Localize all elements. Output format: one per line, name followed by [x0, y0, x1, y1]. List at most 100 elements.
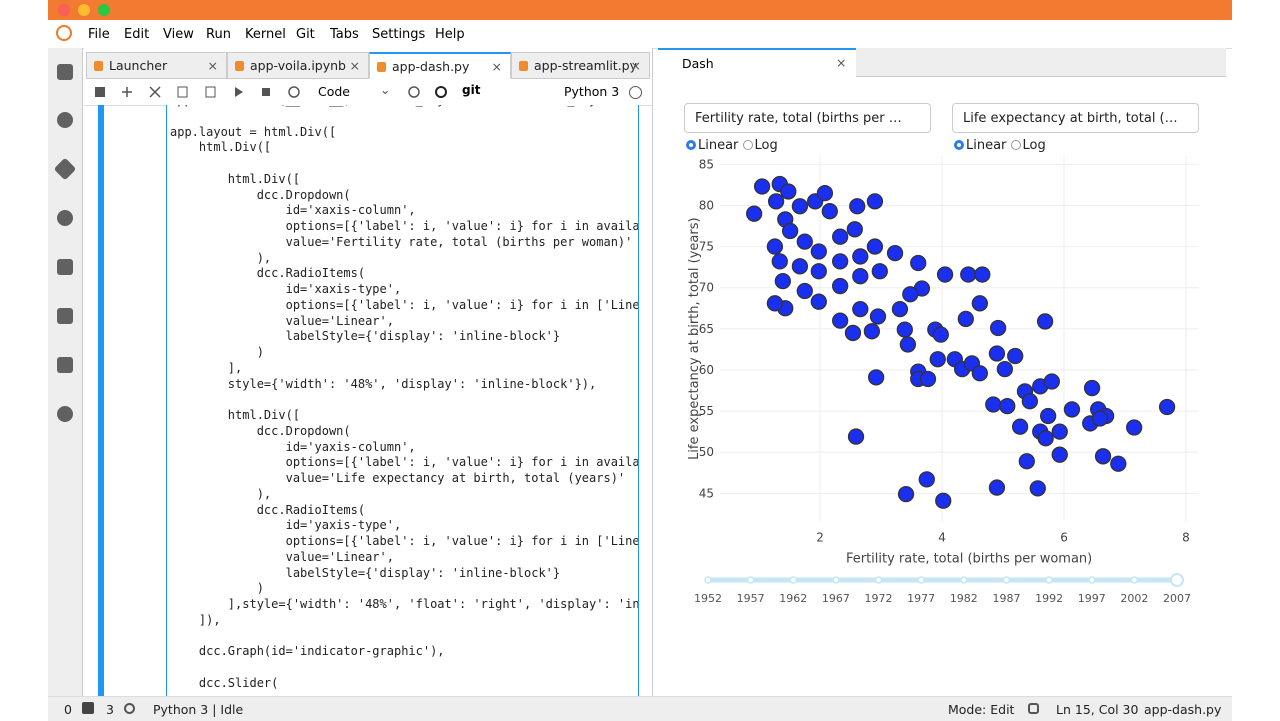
tab-close[interactable]: ×	[491, 59, 502, 74]
cut-icon[interactable]	[149, 86, 161, 98]
running-icon[interactable]	[57, 112, 73, 128]
menu-item[interactable]: Settings	[372, 27, 426, 42]
data-point[interactable]	[767, 193, 785, 210]
data-point[interactable]	[999, 397, 1016, 415]
data-point[interactable]	[896, 321, 913, 338]
data-point[interactable]	[1043, 373, 1060, 390]
data-point[interactable]	[753, 178, 771, 195]
radio-button[interactable]	[686, 140, 696, 150]
data-point[interactable]	[867, 369, 885, 386]
data-point[interactable]	[897, 486, 915, 503]
data-point[interactable]	[988, 345, 1006, 362]
menu-item[interactable]: Kernel	[245, 27, 286, 42]
save-icon[interactable]	[95, 87, 105, 97]
data-point[interactable]	[1040, 407, 1057, 425]
data-point[interactable]	[899, 336, 917, 353]
data-point[interactable]	[910, 254, 927, 272]
data-point[interactable]	[1158, 398, 1176, 416]
menu-item[interactable]: Run	[206, 27, 231, 42]
extension-icon[interactable]	[57, 259, 73, 275]
data-point[interactable]	[832, 277, 849, 295]
slider-handle[interactable]	[1170, 573, 1184, 587]
search-icon[interactable]	[57, 406, 73, 422]
y-dropdown[interactable]: Life expectancy at birth, total (years)	[952, 103, 1199, 133]
data-point[interactable]	[796, 233, 813, 250]
code-editor[interactable]: app = dash.Dash(__name__, external_style…	[166, 105, 639, 697]
data-point[interactable]	[810, 243, 827, 260]
git-button[interactable]: git	[462, 83, 481, 97]
data-point[interactable]	[766, 295, 784, 312]
radio-label[interactable]: Log	[754, 138, 778, 153]
editor-tab[interactable]: Launcher ×	[86, 52, 227, 79]
palette-icon[interactable]	[57, 210, 73, 226]
data-point[interactable]	[821, 203, 838, 220]
radio-button[interactable]	[742, 140, 753, 150]
data-point[interactable]	[1091, 410, 1109, 427]
data-point[interactable]	[902, 286, 919, 303]
data-point[interactable]	[774, 272, 791, 290]
x-dropdown[interactable]: Fertility rate, total (births per woman)	[684, 103, 931, 133]
data-point[interactable]	[852, 248, 869, 265]
data-point[interactable]	[936, 266, 954, 283]
zoom-button[interactable]	[98, 4, 110, 16]
data-point[interactable]	[847, 428, 865, 445]
data-point[interactable]	[988, 479, 1006, 496]
copy-icon[interactable]	[177, 86, 188, 98]
data-point[interactable]	[869, 308, 887, 325]
data-point[interactable]	[932, 326, 949, 343]
radio-label[interactable]: Linear	[966, 138, 1007, 153]
data-point[interactable]	[1018, 453, 1035, 470]
data-point[interactable]	[974, 266, 991, 283]
data-point[interactable]	[849, 198, 866, 215]
close-button[interactable]	[58, 4, 70, 16]
insert-icon[interactable]	[122, 87, 132, 97]
data-point[interactable]	[929, 351, 946, 368]
menu-item[interactable]: View	[163, 27, 194, 42]
data-point[interactable]	[1126, 419, 1143, 436]
data-point[interactable]	[971, 295, 988, 312]
editor-tab[interactable]: app-dash.py ×	[369, 52, 511, 79]
paste-icon[interactable]	[205, 86, 216, 98]
kernel-name[interactable]: Python 3	[564, 84, 620, 99]
data-point[interactable]	[1083, 379, 1101, 397]
data-point[interactable]	[844, 324, 862, 342]
radio-label[interactable]: Linear	[698, 138, 739, 153]
data-point[interactable]	[832, 228, 849, 245]
data-point[interactable]	[832, 312, 849, 329]
minimize-button[interactable]	[78, 4, 90, 16]
data-point[interactable]	[866, 238, 884, 255]
run-icon[interactable]	[235, 87, 243, 97]
data-point[interactable]	[771, 253, 788, 270]
data-point[interactable]	[960, 266, 977, 283]
data-point[interactable]	[852, 268, 869, 285]
tab-close[interactable]: ×	[207, 58, 218, 73]
data-point[interactable]	[1094, 448, 1112, 465]
year-slider[interactable]: 1952 1957 1962 1967 1972 1977 1982 1987 1992 1997…	[658, 570, 1226, 610]
data-point[interactable]	[766, 238, 784, 255]
toc-icon[interactable]	[57, 357, 73, 373]
data-point[interactable]	[1011, 418, 1029, 435]
editor-tab[interactable]: app-streamlit.py ×	[511, 52, 650, 79]
data-point[interactable]	[1037, 430, 1054, 447]
cell-type-select[interactable]: Code	[318, 84, 351, 99]
tab-close[interactable]: ×	[630, 58, 641, 73]
radio-button[interactable]	[1010, 140, 1021, 150]
data-point[interactable]	[1029, 480, 1046, 497]
data-point[interactable]	[791, 198, 809, 215]
clock-icon[interactable]	[435, 86, 447, 98]
data-point[interactable]	[846, 221, 863, 238]
data-point[interactable]	[871, 263, 888, 280]
data-point[interactable]	[918, 471, 935, 488]
data-point[interactable]	[1021, 393, 1039, 410]
files-icon[interactable]	[57, 64, 73, 80]
menu-item[interactable]: Git	[296, 27, 315, 42]
tab-close[interactable]: ×	[349, 58, 360, 73]
radio-label[interactable]: Log	[1022, 138, 1046, 153]
data-point[interactable]	[886, 245, 904, 262]
data-point[interactable]	[852, 300, 869, 318]
refresh-icon[interactable]	[408, 86, 420, 98]
menu-item[interactable]: Help	[435, 27, 465, 42]
editor-tab[interactable]: app-voila.ipynb ×	[227, 52, 369, 79]
data-point[interactable]	[746, 205, 763, 222]
data-point[interactable]	[919, 370, 937, 388]
